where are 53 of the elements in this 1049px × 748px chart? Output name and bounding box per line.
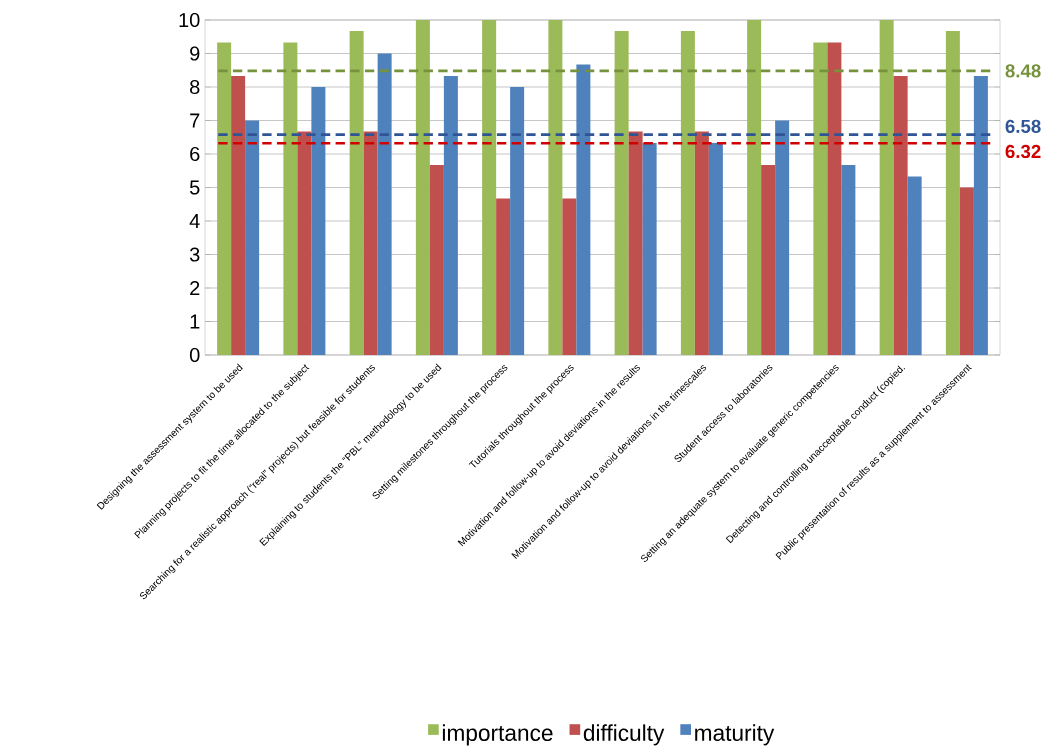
legend-label: importance [442, 724, 553, 746]
bar [841, 165, 856, 355]
y-tick-label: 3 [189, 247, 200, 262]
bar [496, 198, 511, 355]
bar [231, 75, 246, 355]
bar [415, 19, 430, 355]
y-tick-label: 7 [190, 113, 200, 128]
bar [907, 176, 922, 355]
bar [827, 42, 842, 355]
bar [694, 131, 709, 355]
bar [973, 75, 988, 355]
bar [614, 31, 629, 355]
y-tick-label: 1 [190, 314, 200, 329]
bar [576, 64, 591, 355]
bar [680, 31, 695, 355]
bar [377, 53, 392, 355]
bar [879, 19, 894, 355]
ref-line-label: 6.32 [1005, 144, 1041, 159]
legend-label: maturity [695, 724, 775, 746]
bar [297, 131, 312, 355]
bar [217, 42, 232, 355]
bar [747, 19, 762, 355]
bar [548, 19, 563, 355]
bar [363, 131, 378, 355]
bar [775, 120, 790, 355]
bar [708, 142, 723, 355]
bar [813, 42, 828, 355]
bar [642, 142, 657, 355]
bar [311, 86, 326, 355]
bar [482, 19, 497, 355]
y-tick-label: 6 [190, 146, 200, 162]
ref-line-label: 6.58 [1005, 119, 1041, 133]
bar [245, 120, 260, 355]
bar [349, 31, 364, 355]
y-tick-label: 4 [189, 214, 200, 228]
bar [562, 198, 577, 355]
y-tick-label: 8 [190, 79, 200, 95]
legend-label: difficulty [583, 724, 665, 746]
bar [945, 31, 960, 355]
ref-line-label: 8.48 [1005, 64, 1041, 78]
bar [761, 165, 776, 355]
y-tick-label: 9 [190, 46, 200, 61]
bar [628, 131, 643, 355]
bar [510, 86, 525, 355]
y-tick-label: 2 [190, 280, 200, 295]
y-tick-label: 5 [189, 180, 200, 195]
bar [443, 75, 458, 355]
bar [283, 42, 298, 355]
y-tick-label: 0 [189, 347, 200, 363]
bar [959, 187, 974, 355]
bar [429, 165, 444, 355]
bar [893, 75, 908, 355]
y-tick-label: 10 [179, 12, 200, 28]
